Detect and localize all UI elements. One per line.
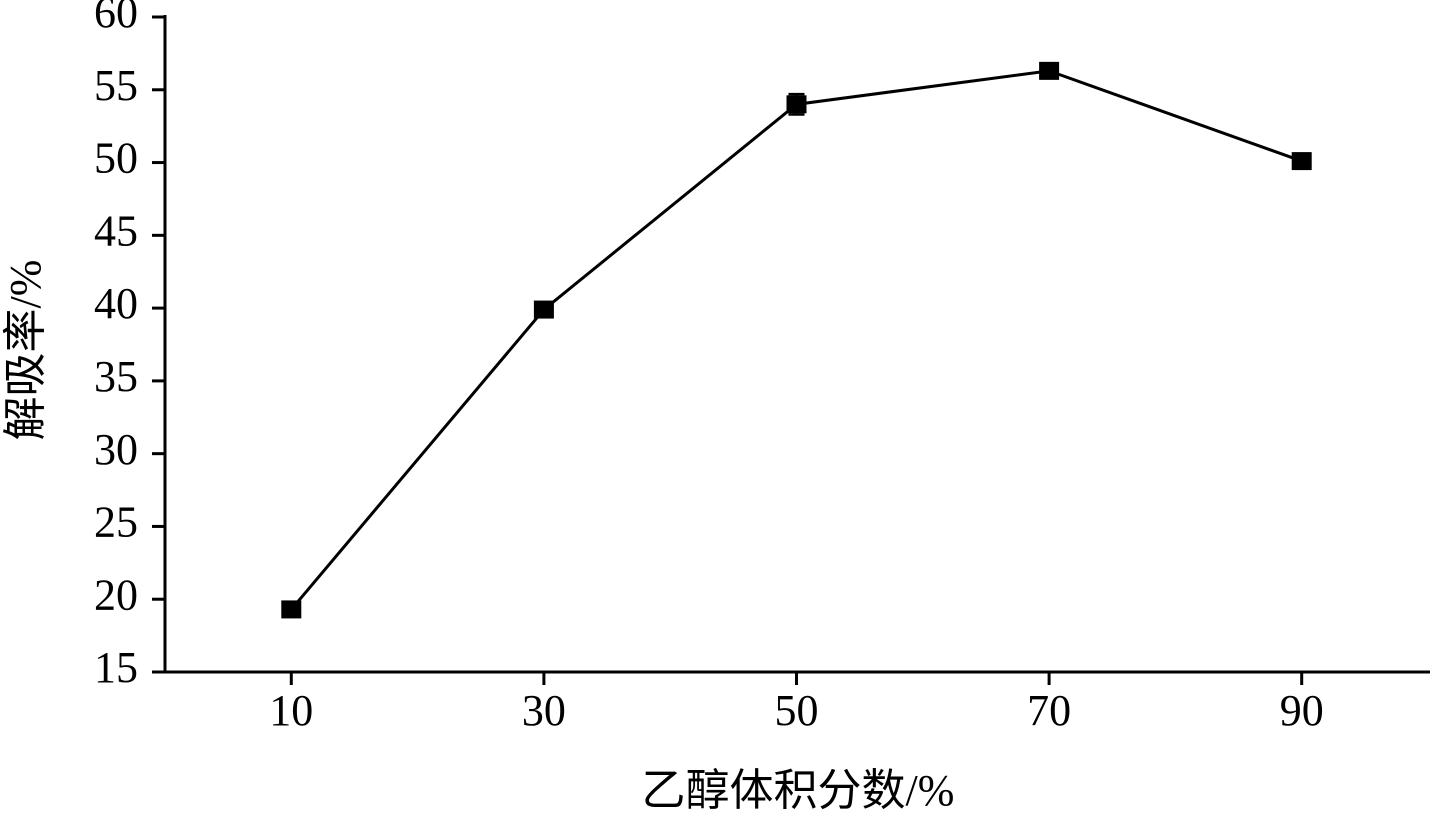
- x-axis-label: 乙醇体积分数/%: [642, 766, 955, 815]
- y-tick-label: 55: [94, 61, 138, 110]
- x-tick-label: 30: [522, 686, 566, 735]
- y-tick-label: 25: [94, 498, 138, 547]
- y-tick-label: 40: [94, 279, 138, 328]
- x-tick-label: 10: [269, 686, 313, 735]
- marker: [1291, 152, 1312, 171]
- x-tick-label: 90: [1280, 686, 1324, 735]
- marker: [1039, 61, 1060, 80]
- y-tick-label: 45: [94, 206, 138, 255]
- y-axis-label: 解吸率/%: [1, 260, 50, 441]
- y-tick-label: 30: [94, 425, 138, 474]
- x-tick-label: 50: [775, 686, 819, 735]
- y-tick-label: 20: [94, 570, 138, 619]
- y-tick-label: 60: [94, 0, 138, 37]
- data-line: [290, 69, 1303, 611]
- marker: [533, 300, 554, 319]
- y-tick-label: 35: [94, 352, 138, 401]
- x-tick-label: 70: [1027, 686, 1071, 735]
- y-tick-label: 50: [94, 134, 138, 183]
- marker: [281, 600, 302, 619]
- marker: [786, 95, 807, 114]
- y-tick-label: 15: [94, 643, 138, 692]
